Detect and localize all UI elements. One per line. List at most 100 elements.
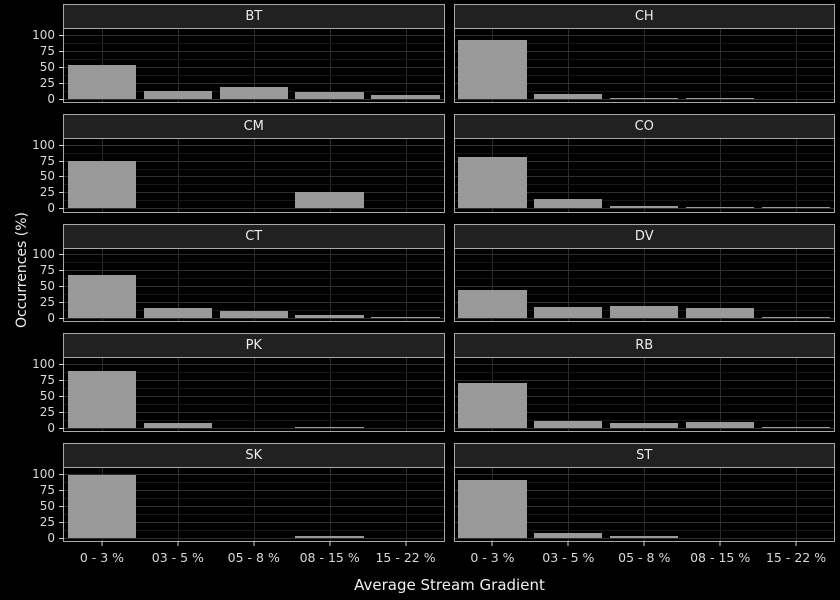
gridline-major: [64, 380, 444, 382]
bar-pk-0: [67, 370, 137, 428]
y-tick-mark: [59, 66, 64, 68]
gridline-major: [454, 505, 834, 507]
gridline-major: [64, 50, 444, 52]
y-tick-label: 100: [32, 467, 55, 481]
gridline-major: [454, 270, 834, 272]
bar-ct-3: [295, 314, 364, 319]
x-tick-label: 15 - 22 %: [375, 550, 436, 565]
gridline-vertical: [405, 248, 407, 322]
facet-strip-label: PK: [63, 333, 445, 359]
gridline-major: [64, 160, 444, 162]
facet-strip-label: RB: [453, 333, 835, 359]
bar-dv-2: [610, 306, 679, 319]
gridline-vertical: [405, 358, 407, 432]
gridline-major: [64, 82, 444, 84]
facet-panel: 100 75 50 25 0 0 - 3 % 03 - 5 % 05 - 8 % 08 - 15…: [32, 467, 445, 565]
gridline-vertical: [568, 468, 570, 541]
gridline-vertical: [253, 468, 255, 541]
x-tick-label: 0 - 3 %: [470, 550, 515, 565]
bar-ct-4: [371, 316, 440, 319]
gridline-vertical: [177, 468, 179, 541]
gridline-major: [454, 427, 834, 429]
y-tick-mark: [59, 537, 64, 539]
gridline-major: [64, 34, 444, 36]
gridline-vertical: [644, 358, 646, 432]
gridline-major: [64, 537, 444, 539]
y-tick-mark: [59, 176, 64, 178]
gridline-major: [64, 208, 444, 210]
gridline-minor: [64, 184, 444, 186]
gridline-major: [454, 82, 834, 84]
y-tick-label: 75: [39, 153, 55, 168]
gridline-minor: [454, 497, 834, 499]
gridline-major: [64, 411, 444, 413]
y-tick-mark: [59, 270, 64, 272]
y-tick-mark: [59, 302, 64, 304]
facet-panel: [453, 248, 835, 323]
bar-st-1: [534, 533, 603, 538]
y-tick-label: 50: [39, 279, 55, 294]
x-tick-mark: [643, 541, 645, 546]
x-tick-label: 0 - 3 %: [79, 550, 125, 565]
gridline-major: [454, 192, 834, 194]
gridline-minor: [454, 481, 834, 483]
gridline-minor: [64, 404, 444, 406]
gridline-major: [64, 521, 444, 523]
gridline-vertical: [177, 358, 179, 432]
gridline-vertical: [568, 138, 570, 212]
gridline-major: [454, 521, 834, 523]
gridline-vertical: [253, 138, 255, 212]
gridline-minor: [454, 184, 834, 186]
gridline-minor: [454, 388, 834, 390]
y-tick-label: 0: [47, 420, 55, 435]
x-tick-label: 05 - 8 %: [227, 550, 280, 565]
y-tick-label: 75: [39, 43, 55, 58]
bar-cm-3: [295, 192, 364, 209]
bar-ch-0: [458, 39, 527, 99]
bar-dv-0: [458, 290, 527, 319]
gridline-vertical: [796, 138, 798, 212]
facet-strip-label: BT: [63, 4, 445, 29]
gridline-major: [454, 380, 834, 382]
facet-ct: CT 100 75 50 25 0: [32, 223, 445, 325]
gridline-major: [454, 318, 834, 320]
y-tick-label: 100: [32, 137, 55, 152]
x-axis-ticks: 0 - 3 % 03 - 5 % 05 - 8 % 08 - 15 % 15 - 22 …: [455, 541, 835, 571]
bar-rb-2: [610, 422, 679, 428]
facet-panel: 100 75 50 25 0: [32, 247, 445, 325]
gridline-vertical: [568, 248, 570, 322]
y-tick-label: 25: [39, 185, 55, 200]
bar-bt-2: [219, 87, 288, 99]
gridline-major: [64, 489, 444, 491]
y-axis-ticks: 100 75 50 25 0: [22, 467, 64, 545]
gridline-major: [64, 286, 444, 288]
gridline-major: [454, 254, 834, 256]
y-axis-ticks: 100 75 50 25 0: [22, 28, 64, 106]
gridline-vertical: [644, 468, 646, 541]
facet-strip-label: DV: [453, 223, 835, 249]
y-tick-label: 75: [39, 263, 55, 278]
facet-cm: CM 100 75 50 25 0: [32, 113, 445, 215]
y-axis-ticks: 100 75 50 25 0: [22, 137, 64, 215]
bar-rb-0: [458, 382, 527, 428]
bar-dv-4: [761, 316, 831, 319]
y-tick-label: 0: [47, 311, 55, 326]
gridline-minor: [454, 294, 834, 296]
x-axis-title: Average Stream Gradient: [354, 576, 545, 594]
gridline-vertical: [329, 468, 331, 541]
bar-rb-4: [761, 426, 831, 428]
y-tick-mark: [59, 208, 64, 210]
gridline-major: [64, 396, 444, 398]
bar-sk-0: [67, 475, 137, 538]
gridline-major: [454, 66, 834, 68]
bar-cm-0: [67, 160, 137, 209]
gridline-vertical: [405, 468, 407, 541]
gridline-minor: [454, 529, 834, 531]
gridline-vertical: [405, 29, 407, 102]
gridline-vertical: [329, 248, 331, 322]
gridline-vertical: [253, 29, 255, 102]
bar-rb-1: [534, 420, 603, 428]
gridline-major: [64, 318, 444, 320]
gridline-vertical: [720, 468, 722, 541]
gridline-major: [64, 270, 444, 272]
